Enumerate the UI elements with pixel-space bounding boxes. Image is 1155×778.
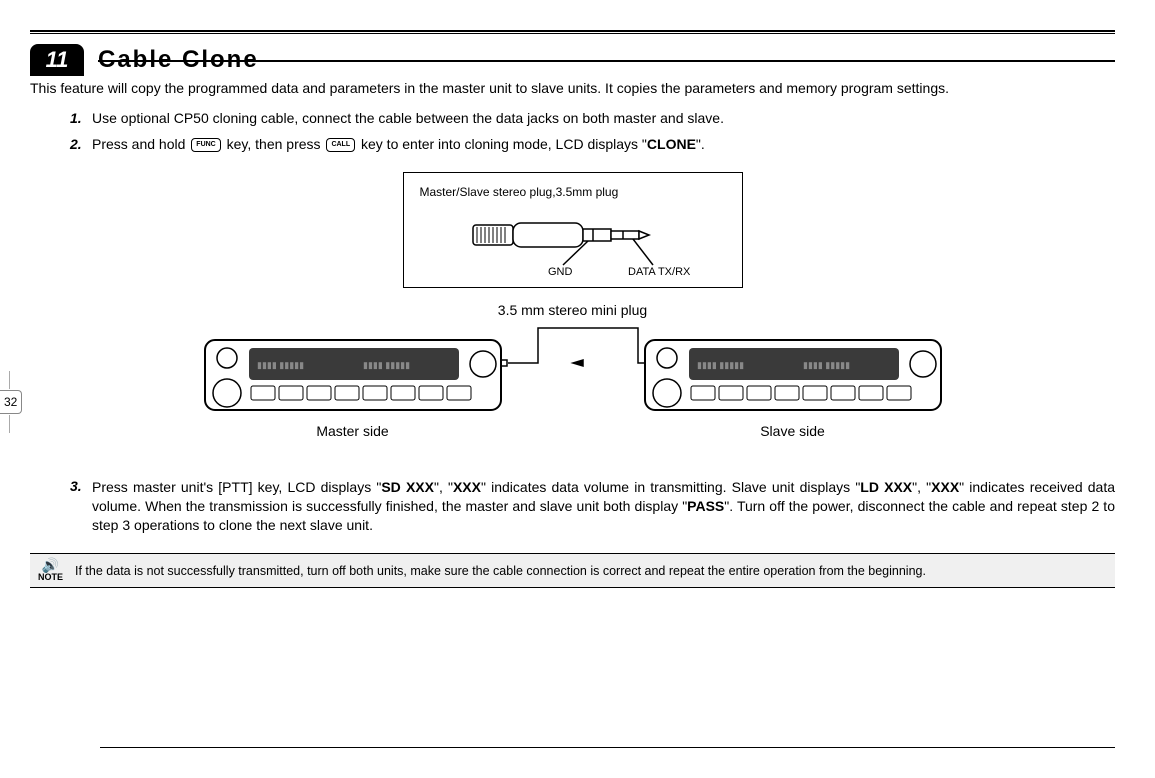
step-2: 2. Press and hold FUNC key, then press C… <box>70 136 1115 152</box>
func-key-icon: FUNC <box>191 138 220 152</box>
slave-radio: ▮▮▮▮ ▮▮▮▮▮ ▮▮▮▮ ▮▮▮▮▮ Slave side <box>643 338 943 439</box>
note-icon: 🔊 NOTE <box>38 558 63 583</box>
step-number: 2. <box>70 136 86 152</box>
cable-label: 3.5 mm stereo mini plug <box>498 302 647 318</box>
master-radio: ▮▮▮▮ ▮▮▮▮▮ ▮▮▮▮ ▮▮▮▮▮ Master side <box>203 338 503 439</box>
t: ", " <box>434 479 453 495</box>
step-number: 3. <box>70 478 86 535</box>
note-label: NOTE <box>38 573 63 583</box>
chapter-title: Cable Clone <box>98 46 259 74</box>
t: " indicates data volume in transmitting.… <box>481 479 860 495</box>
t: ", " <box>912 479 931 495</box>
t: Press and hold <box>92 136 189 152</box>
step-text: Press and hold FUNC key, then press CALL… <box>92 136 705 152</box>
slave-label: Slave side <box>643 423 943 439</box>
t: XXX <box>453 479 481 495</box>
connection-diagram: 3.5 mm stereo mini plug ▮▮▮▮ ▮▮▮▮▮ <box>203 318 943 448</box>
svg-text:▮▮▮▮ ▮▮▮▮▮: ▮▮▮▮ ▮▮▮▮▮ <box>257 360 304 370</box>
top-rule <box>30 30 1115 34</box>
radio-icon: ▮▮▮▮ ▮▮▮▮▮ ▮▮▮▮ ▮▮▮▮▮ <box>643 338 943 416</box>
note-box: 🔊 NOTE If the data is not successfully t… <box>30 553 1115 588</box>
t: PASS <box>687 498 724 514</box>
bottom-rule <box>100 747 1115 748</box>
t: CLONE <box>647 136 696 152</box>
gnd-label: GND <box>548 266 573 277</box>
step-text: Press master unit's [PTT] key, LCD displ… <box>92 478 1115 535</box>
data-label: DATA TX/RX <box>628 266 691 277</box>
radio-icon: ▮▮▮▮ ▮▮▮▮▮ ▮▮▮▮ ▮▮▮▮▮ <box>203 338 503 416</box>
call-key-icon: CALL <box>326 138 355 152</box>
t: LD XXX <box>860 479 912 495</box>
master-label: Master side <box>203 423 503 439</box>
svg-text:▮▮▮▮ ▮▮▮▮▮: ▮▮▮▮ ▮▮▮▮▮ <box>363 360 410 370</box>
plug-diagram-box: Master/Slave stereo plug,3.5mm plug GND … <box>403 172 743 288</box>
t: XXX <box>931 479 959 495</box>
t: key, then press <box>223 136 325 152</box>
t: SD XXX <box>381 479 434 495</box>
intro-text: This feature will copy the programmed da… <box>30 80 1115 96</box>
t: ". <box>696 136 705 152</box>
t: key to enter into cloning mode, LCD disp… <box>357 136 647 152</box>
svg-text:▮▮▮▮ ▮▮▮▮▮: ▮▮▮▮ ▮▮▮▮▮ <box>697 360 744 370</box>
svg-text:▮▮▮▮ ▮▮▮▮▮: ▮▮▮▮ ▮▮▮▮▮ <box>803 360 850 370</box>
step-3: 3. Press master unit's [PTT] key, LCD di… <box>70 478 1115 535</box>
plug-icon: GND DATA TX/RX <box>433 207 713 277</box>
step-text: Use optional CP50 cloning cable, connect… <box>92 110 724 126</box>
page-number-tab: 32 <box>0 390 22 414</box>
steps-list: 1. Use optional CP50 cloning cable, conn… <box>30 110 1115 152</box>
chapter-number: 11 <box>30 44 84 76</box>
plug-title: Master/Slave stereo plug,3.5mm plug <box>420 185 726 199</box>
figure-area: Master/Slave stereo plug,3.5mm plug GND … <box>30 172 1115 448</box>
t: Press master unit's [PTT] key, LCD displ… <box>92 479 381 495</box>
step-1: 1. Use optional CP50 cloning cable, conn… <box>70 110 1115 126</box>
note-text: If the data is not successfully transmit… <box>75 564 926 578</box>
step-number: 1. <box>70 110 86 126</box>
